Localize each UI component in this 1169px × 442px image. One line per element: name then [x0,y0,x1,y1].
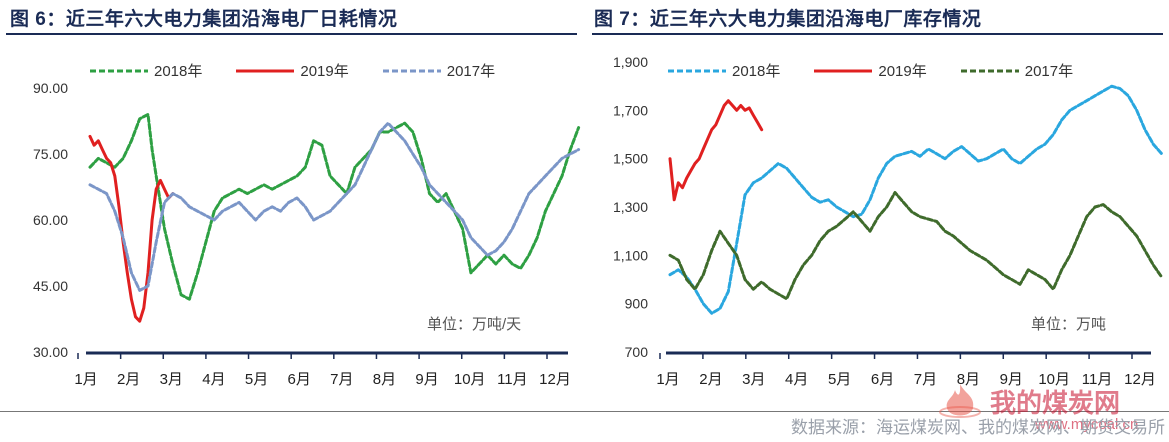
footer-rule [0,411,1169,412]
x-tick-label: 5月 [828,371,851,388]
unit-label-right: 单位：万吨 [1031,316,1107,333]
chart-title-left: 图 6：近三年六大电力集团沿海电厂日耗情况 [10,9,398,30]
legend-item: 2017年 [960,60,1074,81]
series-line-2019年 [668,99,764,202]
x-tick-label: 7月 [330,371,353,388]
y-tick-label: 1,300 [613,199,648,215]
x-tick-label: 12月 [539,371,571,388]
legend-label: 2018年 [154,63,203,80]
y-tick-label: 30.00 [33,344,68,360]
x-tick-label: 6月 [288,371,311,388]
x-tick-label: 2月 [117,371,140,388]
legend-item: 2017年 [382,60,496,81]
x-tick-label: 8月 [957,371,980,388]
legend-label: 2017年 [446,63,496,80]
unit-label-left: 单位：万吨/天 [427,316,522,333]
legend-left: 2018年 2019年 2017年 [90,60,529,81]
x-tick-label: 9月 [415,371,438,388]
legend-right: 2018年 2019年 2017年 [668,60,1107,81]
legend-swatch-2018 [668,69,726,72]
legend-item: 2019年 [236,60,349,81]
y-tick-label: 60.00 [33,212,68,228]
x-tick-label: 2月 [699,371,722,388]
legend-label: 2019年 [300,63,349,80]
x-tick-label: 8月 [373,371,396,388]
chart-title-right: 图 7：近三年六大电力集团沿海电厂库存情况 [594,9,982,30]
legend-swatch-2019 [236,69,295,72]
legend-label: 2017年 [1024,63,1074,80]
x-tick-label: 6月 [871,371,894,388]
x-tick-label: 1月 [656,371,679,388]
title-rule-left [6,33,577,35]
legend-swatch-2017 [382,69,441,72]
x-tick-label: 4月 [785,371,808,388]
y-tick-label: 90.00 [33,80,68,96]
y-tick-label: 700 [625,344,649,360]
y-tick-label: 1,500 [613,151,648,167]
legend-item: 2018年 [668,60,780,81]
x-tick-label: 10月 [454,371,486,388]
x-tick-label: 7月 [914,371,937,388]
logo-name: 我的煤炭网 [990,388,1121,418]
legend-swatch-2018 [90,69,148,72]
logo-url: www.mycoal.cn [1035,416,1139,433]
legend-item: 2019年 [814,60,927,81]
x-tick-label: 3月 [160,371,183,388]
x-tick-label: 1月 [74,371,97,388]
title-rule-right [592,33,1163,35]
x-tick-label: 11月 [497,371,528,388]
x-tick-label: 5月 [245,371,268,388]
flame-logo-icon [939,384,981,418]
series-line-2017年 [88,121,581,292]
y-tick-label: 1,900 [613,54,648,70]
y-tick-label: 45.00 [33,278,68,294]
y-tick-label: 75.00 [33,146,68,162]
x-tick-label: 10月 [1038,371,1070,388]
series-line-2017年 [668,191,1164,301]
y-tick-label: 1,100 [613,247,648,263]
y-tick-label: 1,700 [613,102,648,118]
series-line-2018年 [668,84,1164,315]
legend-label: 2019年 [878,63,927,80]
source-text: 数据来源：海运煤炭网、我的煤炭网、期货交易所 [791,418,1165,437]
legend-item: 2018年 [90,60,202,81]
x-tick-label: 12月 [1124,371,1156,388]
x-tick-label: 11月 [1082,371,1113,388]
y-tick-label: 900 [625,296,649,312]
legend-swatch-2017 [960,69,1019,72]
x-tick-label: 9月 [1000,371,1023,388]
x-tick-label: 4月 [202,371,225,388]
legend-swatch-2019 [814,69,873,72]
legend-label: 2018年 [732,63,781,80]
x-tick-label: 3月 [742,371,765,388]
